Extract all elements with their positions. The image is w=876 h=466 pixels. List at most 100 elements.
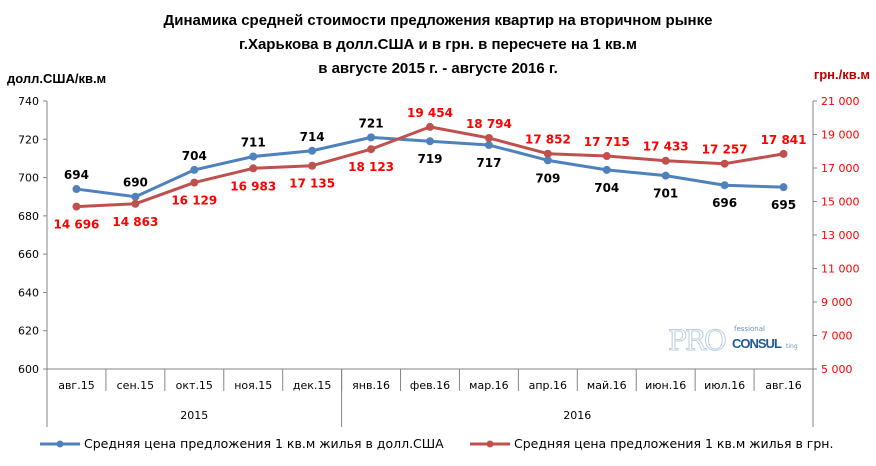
data-point [661, 171, 670, 180]
data-point [190, 178, 199, 187]
legend-label: Средняя цена предложения 1 кв.м жилья в … [84, 436, 444, 451]
y2-tick-label: 9 000 [821, 296, 853, 309]
legend-label: Средняя цена предложения 1 кв.м жилья в … [514, 436, 834, 451]
data-label: 701 [653, 187, 678, 201]
data-point [249, 164, 258, 173]
data-point [543, 156, 552, 165]
y-tick-label: 640 [18, 286, 39, 299]
x-tick-label: апр.16 [529, 379, 567, 392]
year-label: 2016 [563, 409, 591, 422]
y2-tick-label: 11 000 [821, 263, 860, 276]
data-point [779, 149, 788, 158]
data-point [543, 149, 552, 158]
data-label: 721 [359, 116, 384, 130]
data-label: 714 [300, 130, 325, 144]
data-point [308, 146, 317, 155]
data-label: 711 [241, 136, 266, 150]
data-label: 14 696 [53, 218, 99, 232]
y2-tick-label: 13 000 [821, 229, 860, 242]
y2-tick-label: 19 000 [821, 129, 860, 142]
data-point [367, 133, 376, 142]
y-tick-label: 740 [18, 95, 39, 108]
data-point [484, 141, 493, 150]
x-tick-label: сен.15 [117, 379, 155, 392]
data-point [426, 137, 434, 146]
data-label: 18 794 [466, 117, 512, 131]
data-label: 709 [535, 171, 560, 185]
logo-text: ting [786, 343, 798, 350]
chart-title-line2: г.Харькова в долл.США и в грн. в пересче… [239, 36, 637, 53]
x-tick-label: ноя.15 [234, 379, 272, 392]
data-point [131, 192, 140, 201]
data-point [720, 181, 729, 190]
data-label: 695 [771, 198, 796, 212]
data-label: 17 135 [289, 177, 335, 191]
logo-text: fessional [734, 325, 765, 333]
data-point [484, 133, 493, 142]
data-point [602, 165, 611, 174]
chart-title-line1: Динамика средней стоимости предложения к… [163, 12, 713, 29]
data-point [661, 156, 670, 165]
data-point [308, 161, 317, 170]
data-label: 17 841 [761, 133, 807, 147]
data-label: 16 129 [171, 194, 217, 208]
x-tick-label: мар.16 [469, 379, 509, 392]
data-label: 14 863 [112, 215, 158, 229]
y-tick-label: 680 [18, 210, 39, 223]
data-label: 690 [123, 176, 148, 190]
data-label: 17 257 [702, 143, 748, 157]
data-label: 17 433 [643, 140, 689, 154]
data-point [131, 199, 140, 208]
data-label: 694 [64, 168, 89, 182]
data-point [426, 122, 434, 131]
y-tick-label: 660 [18, 248, 39, 261]
data-label: 717 [476, 156, 501, 170]
y-axis-title: долл.США/кв.м [7, 71, 107, 86]
year-label: 2015 [180, 409, 208, 422]
x-tick-label: авг.15 [58, 379, 95, 392]
y-tick-label: 700 [18, 172, 39, 185]
x-tick-label: июл.16 [704, 379, 745, 392]
x-tick-label: дек.15 [293, 379, 332, 392]
proconsulting-logo: PRO fessional CONSUL ting [668, 322, 804, 362]
y-tick-label: 620 [18, 325, 39, 338]
data-label: 19 454 [407, 106, 453, 120]
data-point [779, 183, 788, 192]
y2-tick-label: 5 000 [821, 363, 853, 376]
legend-item-usd: Средняя цена предложения 1 кв.м жилья в … [40, 436, 444, 451]
data-point [720, 159, 729, 168]
y2-tick-label: 17 000 [821, 162, 860, 175]
x-tick-label: май.16 [587, 379, 627, 392]
logo-text: PRO [668, 324, 728, 358]
y-tick-label: 720 [18, 133, 39, 146]
data-point [72, 185, 81, 194]
y2-axis-title: грн./кв.м [813, 67, 870, 82]
x-tick-label: окт.15 [176, 379, 213, 392]
chart-title-line3: в августе 2015 г. - августе 2016 г. [318, 60, 558, 77]
data-label: 16 983 [230, 179, 276, 193]
x-tick-label: авг.16 [765, 379, 802, 392]
data-label: 704 [182, 149, 207, 163]
y2-tick-label: 15 000 [821, 196, 860, 209]
x-tick-label: июн.16 [645, 379, 686, 392]
logo-text: CONSUL [732, 336, 782, 351]
legend-item-uah: Средняя цена предложения 1 кв.м жилья в … [470, 436, 833, 451]
data-point [367, 145, 376, 154]
data-point [190, 165, 199, 174]
data-label: 719 [417, 152, 442, 166]
data-point [72, 202, 81, 211]
data-label: 17 715 [584, 135, 630, 149]
x-tick-label: фев.16 [410, 379, 450, 392]
data-label: 704 [594, 181, 619, 195]
data-point [602, 152, 611, 161]
data-label: 18 123 [348, 160, 394, 174]
data-label: 17 852 [525, 133, 571, 147]
data-label: 696 [712, 196, 737, 210]
y-tick-label: 600 [18, 363, 39, 376]
y2-tick-label: 7 000 [821, 330, 853, 343]
y2-tick-label: 21 000 [821, 95, 860, 108]
x-tick-label: янв.16 [352, 379, 390, 392]
data-point [249, 152, 258, 161]
